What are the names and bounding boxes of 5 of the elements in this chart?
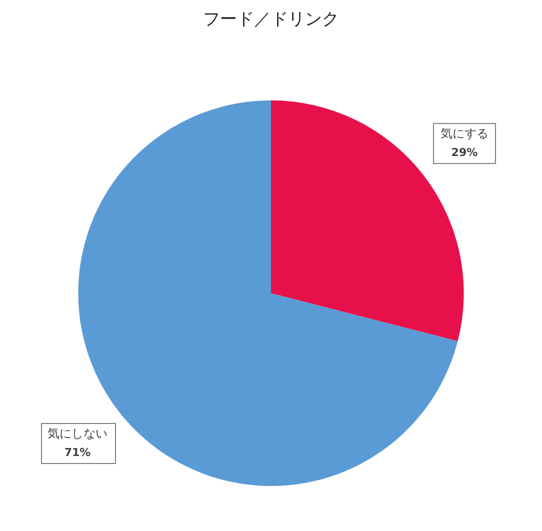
data-label: 29% [451,146,478,159]
data-label: 71% [64,446,91,460]
chart-title: フード／ドリンク [203,10,339,30]
slice-label: 気にする [440,126,488,140]
slice-label: 気にしない [48,426,108,440]
